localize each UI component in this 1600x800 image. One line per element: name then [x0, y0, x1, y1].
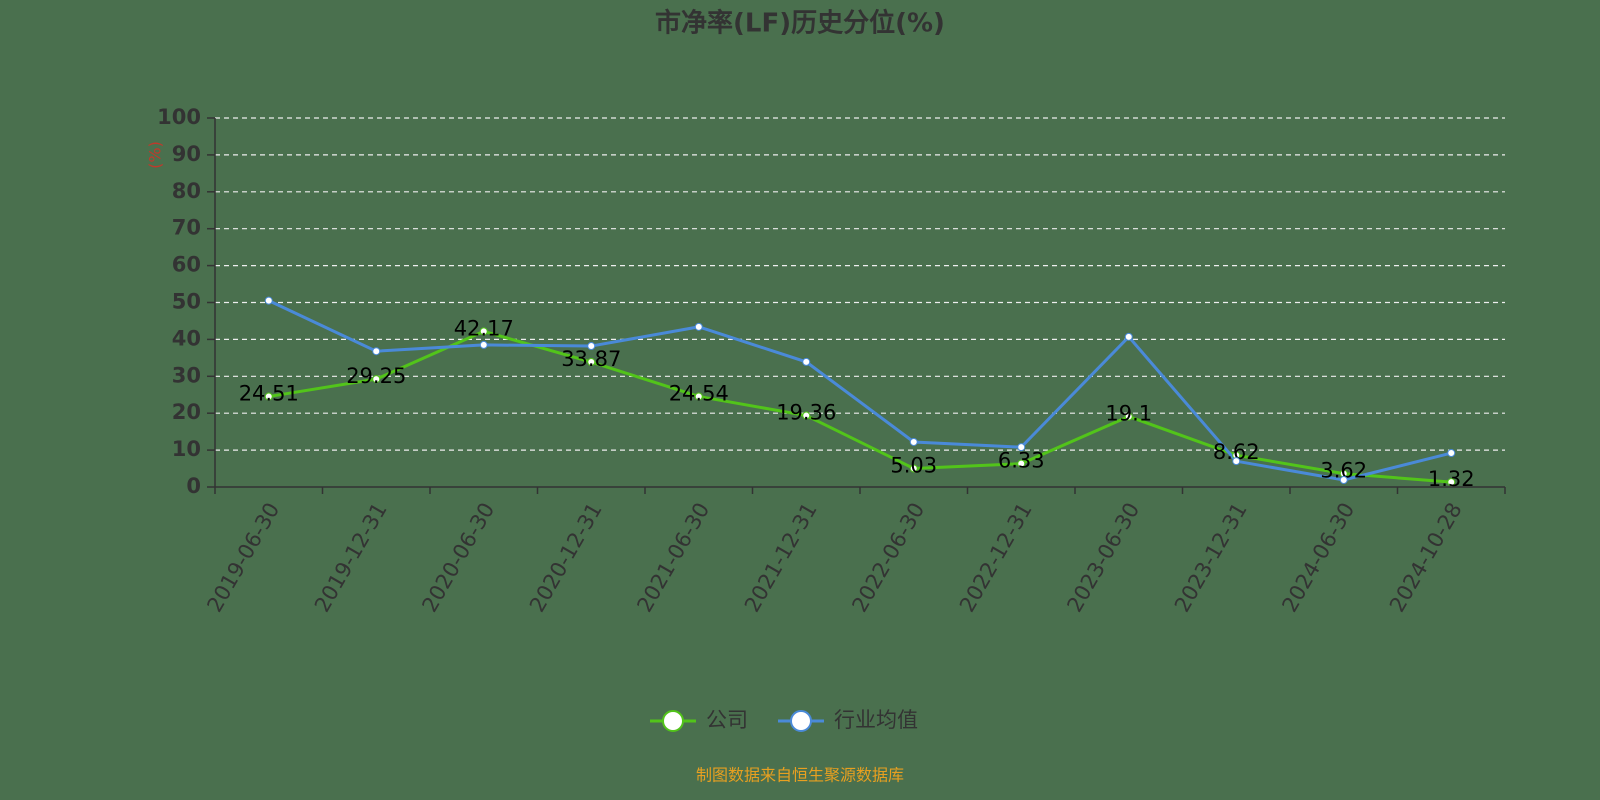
x-tick-label: 2019-12-31: [310, 499, 392, 617]
data-point: [694, 322, 703, 331]
x-tick-label: 2022-12-31: [955, 499, 1037, 617]
series-line: [268, 299, 1452, 482]
y-tick-label: 70: [172, 216, 201, 240]
data-label: 33.87: [561, 347, 621, 371]
x-tick-label: 2022-06-30: [847, 499, 929, 617]
data-label: 19.1: [1105, 402, 1152, 426]
data-point: [587, 358, 596, 367]
chart-title: 市净率(LF)历史分位(%): [655, 8, 945, 39]
data-point: [1124, 332, 1133, 341]
data-point: [587, 342, 596, 351]
data-point: [372, 347, 381, 356]
y-tick-label: 50: [172, 290, 201, 314]
data-point: [1124, 412, 1133, 421]
data-point: [479, 327, 488, 336]
y-axis-label: (%): [146, 141, 165, 169]
legend-label: 行业均值: [834, 708, 918, 732]
data-point: [802, 411, 811, 420]
y-tick-label: 40: [172, 326, 201, 350]
x-tick-label: 2023-06-30: [1062, 499, 1144, 617]
y-tick-label: 90: [172, 142, 201, 166]
y-tick-label: 20: [172, 400, 201, 424]
x-tick-label: 2024-06-30: [1277, 499, 1359, 617]
data-point: [479, 340, 488, 349]
y-tick-label: 100: [157, 105, 201, 129]
data-label: 24.51: [239, 382, 299, 406]
data-label: 19.36: [776, 401, 836, 425]
data-point: [1232, 457, 1241, 466]
data-point: [1447, 478, 1456, 487]
y-tick-label: 80: [172, 179, 201, 203]
data-point: [1339, 475, 1348, 484]
x-tick-label: 2019-06-30: [202, 499, 284, 617]
data-label: 6.33: [998, 449, 1045, 473]
data-label: 5.03: [890, 453, 937, 477]
data-label: 42.17: [454, 316, 514, 340]
data-point: [694, 392, 703, 401]
data-point: [802, 357, 811, 366]
data-label: 24.54: [669, 381, 729, 405]
y-tick-label: 60: [172, 253, 201, 277]
x-tick-label: 2020-06-30: [417, 499, 499, 617]
source-note: 制图数据来自恒生聚源数据库: [696, 766, 904, 785]
y-tick-label: 30: [172, 363, 201, 387]
data-point: [909, 437, 918, 446]
data-point: [1017, 459, 1026, 468]
data-point: [909, 464, 918, 473]
legend-label: 公司: [706, 708, 748, 732]
y-tick-label: 0: [186, 474, 201, 498]
y-tick-label: 10: [172, 437, 201, 461]
data-point: [264, 296, 273, 305]
data-point: [1447, 449, 1456, 458]
x-tick-label: 2023-12-31: [1170, 499, 1252, 617]
data-point: [264, 392, 273, 401]
series-line: [268, 329, 1452, 484]
data-label: 1.32: [1428, 467, 1475, 491]
legend-marker: [790, 710, 812, 732]
x-tick-label: 2024-10-28: [1385, 499, 1467, 617]
x-tick-label: 2021-12-31: [740, 499, 822, 617]
x-tick-label: 2020-12-31: [525, 499, 607, 617]
data-point: [1017, 443, 1026, 452]
data-point: [372, 375, 381, 384]
data-label: 29.25: [346, 364, 406, 388]
legend-marker: [662, 710, 684, 732]
x-tick-label: 2021-06-30: [632, 499, 714, 617]
